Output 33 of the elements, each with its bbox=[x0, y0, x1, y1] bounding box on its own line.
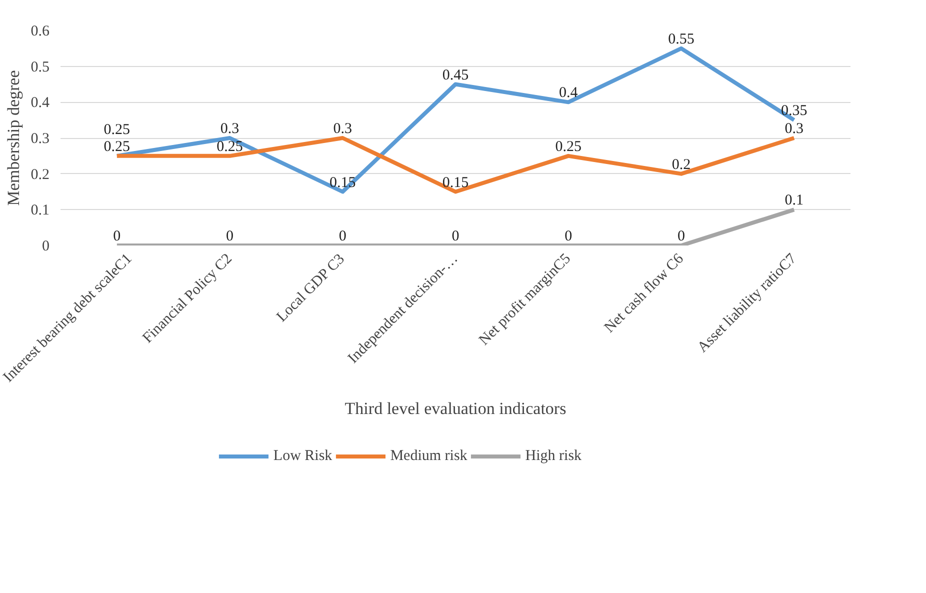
data-label: 0.1 bbox=[784, 192, 804, 209]
data-label: 0.35 bbox=[780, 103, 808, 120]
data-label: 0.15 bbox=[442, 174, 469, 191]
y-tick-label: 0.5 bbox=[30, 59, 50, 76]
data-label: 0.3 bbox=[220, 121, 240, 137]
y-tick-label: 0 bbox=[42, 238, 50, 254]
x-axis-title: Third level evaluation indicators bbox=[344, 399, 566, 418]
data-label: 0.25 bbox=[104, 122, 130, 138]
data-label: 0.25 bbox=[104, 138, 130, 155]
data-label: 0 bbox=[338, 228, 346, 244]
data-label: 0.25 bbox=[555, 138, 582, 155]
legend-label: Low Risk bbox=[273, 448, 332, 464]
y-axis-title: Membership degree bbox=[4, 70, 23, 206]
data-label: 0.55 bbox=[668, 31, 694, 48]
x-tick-label: Net cash flow C6 bbox=[602, 250, 688, 336]
data-label: 0.2 bbox=[672, 156, 691, 173]
data-label: 0 bbox=[226, 228, 234, 244]
data-label: 0 bbox=[452, 228, 460, 244]
y-tick-label: 0.2 bbox=[30, 166, 50, 183]
data-label: 0.3 bbox=[333, 121, 352, 137]
data-label: 0 bbox=[113, 228, 121, 244]
data-label: 0.25 bbox=[216, 138, 243, 155]
legend-label: Medium risk bbox=[390, 448, 468, 464]
y-tick-label: 0.4 bbox=[30, 95, 50, 112]
data-label: 0.3 bbox=[784, 121, 804, 137]
data-label: 0.45 bbox=[442, 67, 469, 84]
legend-label: High risk bbox=[525, 448, 582, 464]
y-tick-label: 0.3 bbox=[30, 131, 50, 147]
data-label: 0 bbox=[677, 228, 685, 244]
y-tick-label: 0.1 bbox=[30, 202, 50, 219]
data-label: 0 bbox=[564, 228, 572, 244]
y-tick-label: 0.6 bbox=[30, 24, 50, 40]
data-label: 0.4 bbox=[558, 85, 578, 102]
